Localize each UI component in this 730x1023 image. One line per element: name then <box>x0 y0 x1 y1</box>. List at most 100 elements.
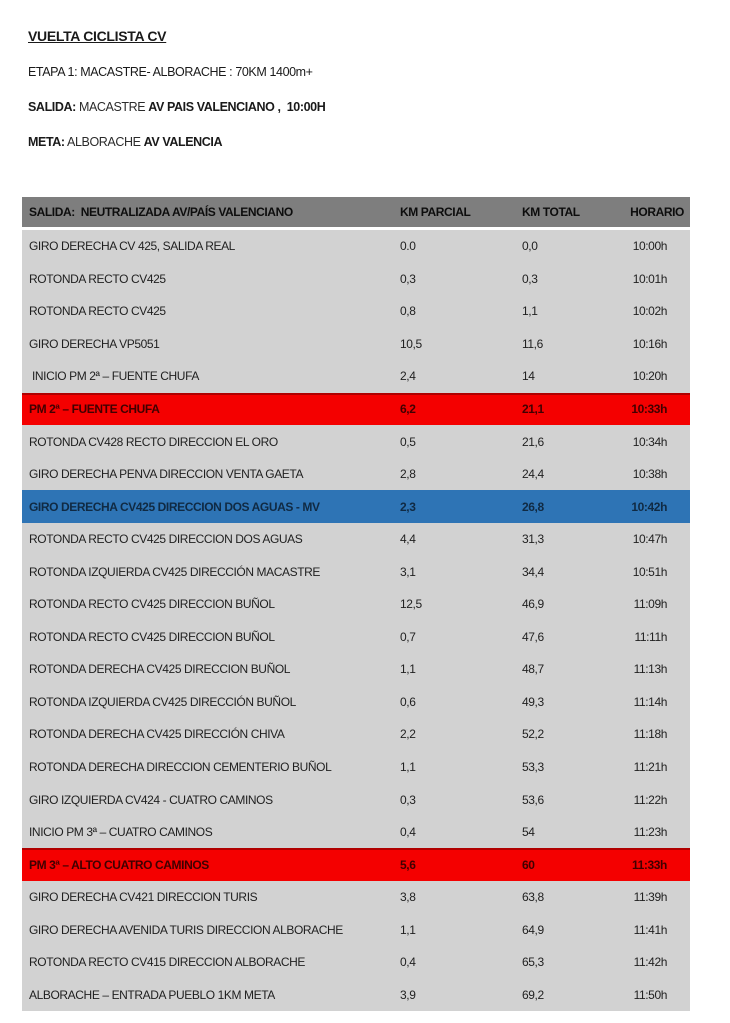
km-parcial-value: 3,8 <box>400 890 416 905</box>
table-row: ROTONDA RECTO CV425 0,3 0,3 10:01h <box>22 262 690 296</box>
horario-value: 11:33h <box>632 857 667 872</box>
km-total-value: 0,3 <box>522 271 538 286</box>
route-instruction: GIRO DERECHA CV421 DIRECCION TURIS <box>29 890 258 905</box>
km-parcial-value: 0,3 <box>400 792 416 807</box>
route-instruction: ROTONDA DERECHA CV425 DIRECCION BUÑOL <box>29 662 291 677</box>
col-header-horario: HORARIO <box>630 205 684 219</box>
km-total-value: 24,4 <box>522 467 544 482</box>
table-row: GIRO DERECHA PENVA DIRECCION VENTA GAETA… <box>22 457 690 491</box>
document-header: VUELTA CICLISTA CV ETAPA 1: MACASTRE- AL… <box>28 28 326 170</box>
horario-value: 10:33h <box>631 402 667 416</box>
start-label: SALIDA: <box>28 100 76 114</box>
table-row: ROTONDA DERECHA CV425 DIRECCION BUÑOL 1,1… <box>22 653 690 686</box>
horario-value: 11:50h <box>633 987 668 1002</box>
route-instruction: ROTONDA RECTO CV415 DIRECCION ALBORACHE <box>29 955 306 970</box>
km-total-value: 34,4 <box>522 564 544 579</box>
km-parcial-value: 0,3 <box>400 271 416 286</box>
route-instruction: ROTONDA RECTO CV425 DIRECCION BUÑOL <box>29 597 275 612</box>
route-instruction: ROTONDA CV428 RECTO DIRECCION EL ORO <box>29 434 278 449</box>
horario-value: 10:16h <box>632 336 668 351</box>
horario-value: 10:00h <box>632 239 668 254</box>
table-row: ROTONDA CV428 RECTO DIRECCION EL ORO 0,5 2… <box>22 425 690 458</box>
horario-value: 11:21h <box>633 760 668 775</box>
km-total-value: 0,0 <box>522 239 538 254</box>
table-row: ROTONDA DERECHA DIRECCION CEMENTERIO BUÑ… <box>22 750 690 784</box>
table-body: GIRO DERECHA CV 425, SALIDA REAL 0.0 0,0 10… <box>22 230 690 1012</box>
km-parcial-value: 6,2 <box>400 402 416 416</box>
km-parcial-value: 0,5 <box>400 434 416 449</box>
table-row: GIRO DERECHA CV421 DIRECCION TURIS 3,8 63,… <box>22 880 690 914</box>
km-total-value: 46,9 <box>522 597 544 612</box>
km-total-value: 52,2 <box>522 727 544 742</box>
horario-value: 11:39h <box>633 890 668 905</box>
route-instruction: ROTONDA RECTO CV425 DIRECCION DOS AGUAS <box>29 532 303 547</box>
start-detail: AV PAIS VALENCIANO , 10:00H <box>148 100 326 114</box>
finish-label: META: <box>28 135 65 149</box>
route-instruction: GIRO DERECHA AVENIDA TURIS DIRECCION ALB… <box>29 922 343 937</box>
col-header-km-total: KM TOTAL <box>522 205 580 219</box>
table-row: PM 2ª – FUENTE CHUFA 6,2 21,1 10:33h <box>22 392 690 426</box>
km-parcial-value: 0,6 <box>400 694 416 709</box>
col-header-km-parcial: KM PARCIAL <box>400 205 471 219</box>
page-title: VUELTA CICLISTA CV <box>28 28 167 44</box>
km-total-value: 54 <box>522 825 535 840</box>
km-total-value: 49,3 <box>522 694 544 709</box>
km-total-value: 26,8 <box>522 499 544 514</box>
col-header-route: SALIDA: NEUTRALIZADA AV/PAÍS VALENCIANO <box>29 205 293 219</box>
route-table: SALIDA: NEUTRALIZADA AV/PAÍS VALENCIANO … <box>22 197 690 1012</box>
km-total-value: 63,8 <box>522 890 544 905</box>
table-row: GIRO DERECHA VP5051 10,5 11,6 10:16h <box>22 327 690 361</box>
table-row: ROTONDA RECTO CV425 DIRECCION DOS AGUAS 4… <box>22 522 690 556</box>
km-parcial-value: 4,4 <box>400 532 416 547</box>
horario-value: 10:01h <box>632 271 668 286</box>
finish-location: ALBORACHE <box>64 135 144 149</box>
route-instruction: ROTONDA RECTO CV425 <box>29 271 166 286</box>
km-total-value: 21,1 <box>522 402 544 416</box>
km-total-value: 65,3 <box>522 955 544 970</box>
horario-value: 10:42h <box>631 499 667 514</box>
route-instruction: PM 2ª – FUENTE CHUFA <box>29 402 160 416</box>
horario-value: 11:09h <box>633 597 668 612</box>
km-parcial-value: 0,4 <box>400 955 416 970</box>
km-parcial-value: 2,2 <box>400 727 416 742</box>
km-parcial-value: 2,4 <box>400 369 416 384</box>
km-total-value: 47,6 <box>522 629 544 644</box>
route-instruction: GIRO DERECHA VP5051 <box>29 336 160 351</box>
km-parcial-value: 12,5 <box>400 597 422 612</box>
table-row: ROTONDA RECTO CV425 0,8 1,1 10:02h <box>22 295 690 328</box>
km-parcial-value: 5,6 <box>400 857 416 872</box>
route-instruction: ALBORACHE – ENTRADA PUEBLO 1KM META <box>29 987 275 1002</box>
horario-value: 11:11h <box>634 629 667 644</box>
table-row: ROTONDA DERECHA CV425 DIRECCIÓN CHIVA 2,2… <box>22 718 690 751</box>
route-instruction: ROTONDA DERECHA DIRECCION CEMENTERIO BUÑ… <box>29 760 332 775</box>
horario-value: 10:20h <box>632 369 668 384</box>
table-row: ROTONDA RECTO CV425 DIRECCION BUÑOL 0,7 47… <box>22 620 690 654</box>
route-instruction: ROTONDA RECTO CV425 DIRECCION BUÑOL <box>29 629 275 644</box>
horario-value: 11:22h <box>633 792 668 807</box>
table-header-row: SALIDA: NEUTRALIZADA AV/PAÍS VALENCIANO … <box>22 197 690 227</box>
table-row: ALBORACHE – ENTRADA PUEBLO 1KM META 3,9 69… <box>22 978 690 1012</box>
horario-value: 10:34h <box>632 434 668 449</box>
horario-value: 10:02h <box>632 304 668 319</box>
table-row: GIRO IZQUIERDA CV424 - CUATRO CAMINOS 0,3… <box>22 783 690 816</box>
horario-value: 10:38h <box>632 467 668 482</box>
km-parcial-value: 10,5 <box>400 336 422 351</box>
route-instruction: GIRO DERECHA CV 425, SALIDA REAL <box>29 239 235 254</box>
km-total-value: 48,7 <box>522 662 544 677</box>
km-total-value: 53,3 <box>522 760 544 775</box>
km-parcial-value: 0,4 <box>400 825 416 840</box>
km-total-value: 14 <box>522 369 535 384</box>
km-parcial-value: 3,9 <box>400 987 416 1002</box>
horario-value: 11:23h <box>633 825 668 840</box>
km-parcial-value: 0,7 <box>400 629 416 644</box>
horario-value: 11:14h <box>633 694 668 709</box>
km-parcial-value: 3,1 <box>400 564 416 579</box>
km-total-value: 21,6 <box>522 434 544 449</box>
route-instruction: ROTONDA DERECHA CV425 DIRECCIÓN CHIVA <box>29 727 285 742</box>
route-instruction: PM 3ª – ALTO CUATRO CAMINOS <box>29 857 209 872</box>
table-row: ROTONDA RECTO CV425 DIRECCION BUÑOL 12,5 4… <box>22 588 690 621</box>
route-instruction: GIRO DERECHA CV425 DIRECCION DOS AGUAS -… <box>29 499 320 514</box>
km-total-value: 11,6 <box>522 336 543 351</box>
route-instruction: INICIO PM 3ª – CUATRO CAMINOS <box>29 825 213 840</box>
km-total-value: 53,6 <box>522 792 544 807</box>
